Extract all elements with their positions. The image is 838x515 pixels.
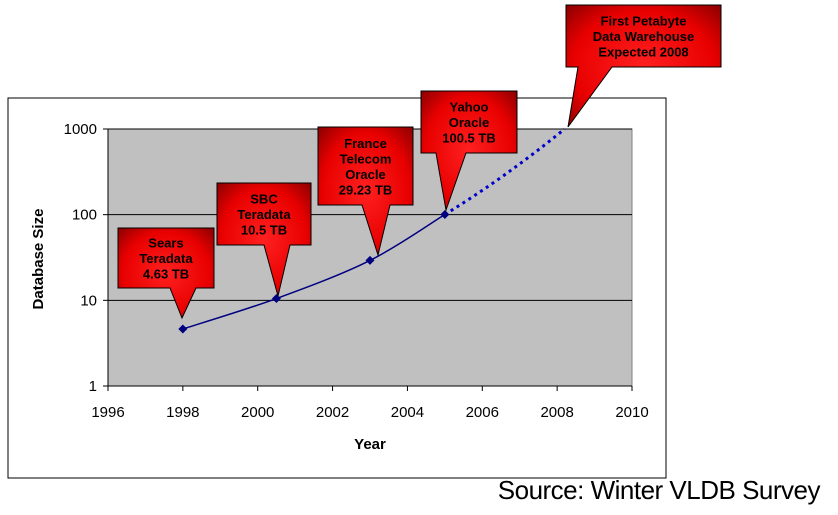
- callout-text: Data Warehouse: [593, 29, 694, 44]
- data-point: [271, 294, 281, 304]
- y-tick-label: 100: [72, 207, 97, 224]
- callout-text: 29.23 TB: [339, 182, 392, 197]
- callout-text: Teradata: [237, 207, 291, 222]
- y-tick-label: 1000: [64, 121, 97, 138]
- x-tick-label: 2004: [391, 404, 424, 421]
- x-tick-label: 2006: [466, 404, 499, 421]
- callout-text: 4.63 TB: [143, 267, 189, 282]
- callout-text: France: [344, 136, 387, 151]
- callout-box: [420, 90, 518, 212]
- source-caption: Source: Winter VLDB Survey: [497, 475, 821, 505]
- callout-text: Oracle: [345, 167, 385, 182]
- data-point: [365, 255, 375, 265]
- callout-text: Telecom: [340, 151, 392, 166]
- callout-text: Expected 2008: [598, 45, 688, 60]
- callout-text: 100.5 TB: [442, 131, 495, 146]
- x-tick-label: 2000: [241, 404, 274, 421]
- callout-box: [216, 182, 312, 297]
- data-point: [440, 209, 450, 219]
- callout-text: Yahoo: [449, 100, 488, 115]
- callout-text: SBC: [250, 192, 278, 207]
- series-line: [182, 213, 446, 330]
- x-tick-label: 2002: [316, 404, 349, 421]
- x-tick-label: 1996: [91, 404, 124, 421]
- data-point: [178, 324, 188, 334]
- callout-box: [317, 126, 414, 257]
- axes: 1 10 100 1000 1996 1998 2000 2002 2004 2006 2008 20…: [64, 121, 649, 421]
- series: [178, 127, 566, 334]
- projection-line: [444, 127, 566, 216]
- y-tick-label: 1: [89, 378, 97, 395]
- y-axis-label: Database Size: [30, 209, 47, 310]
- x-tick-label: 2008: [540, 404, 573, 421]
- x-tick-label: 1998: [166, 404, 199, 421]
- x-tick-label: 2010: [615, 404, 648, 421]
- callout-box: [117, 227, 215, 320]
- x-axis-label: Year: [354, 436, 386, 453]
- callout-text: Oracle: [449, 115, 489, 130]
- callout-text: Sears: [148, 236, 183, 251]
- callout-text: 10.5 TB: [241, 223, 287, 238]
- y-tick-label: 10: [80, 292, 97, 309]
- callout-text: Teradata: [139, 251, 193, 266]
- callout-box: [565, 4, 722, 128]
- callout-text: First Petabyte: [601, 14, 687, 29]
